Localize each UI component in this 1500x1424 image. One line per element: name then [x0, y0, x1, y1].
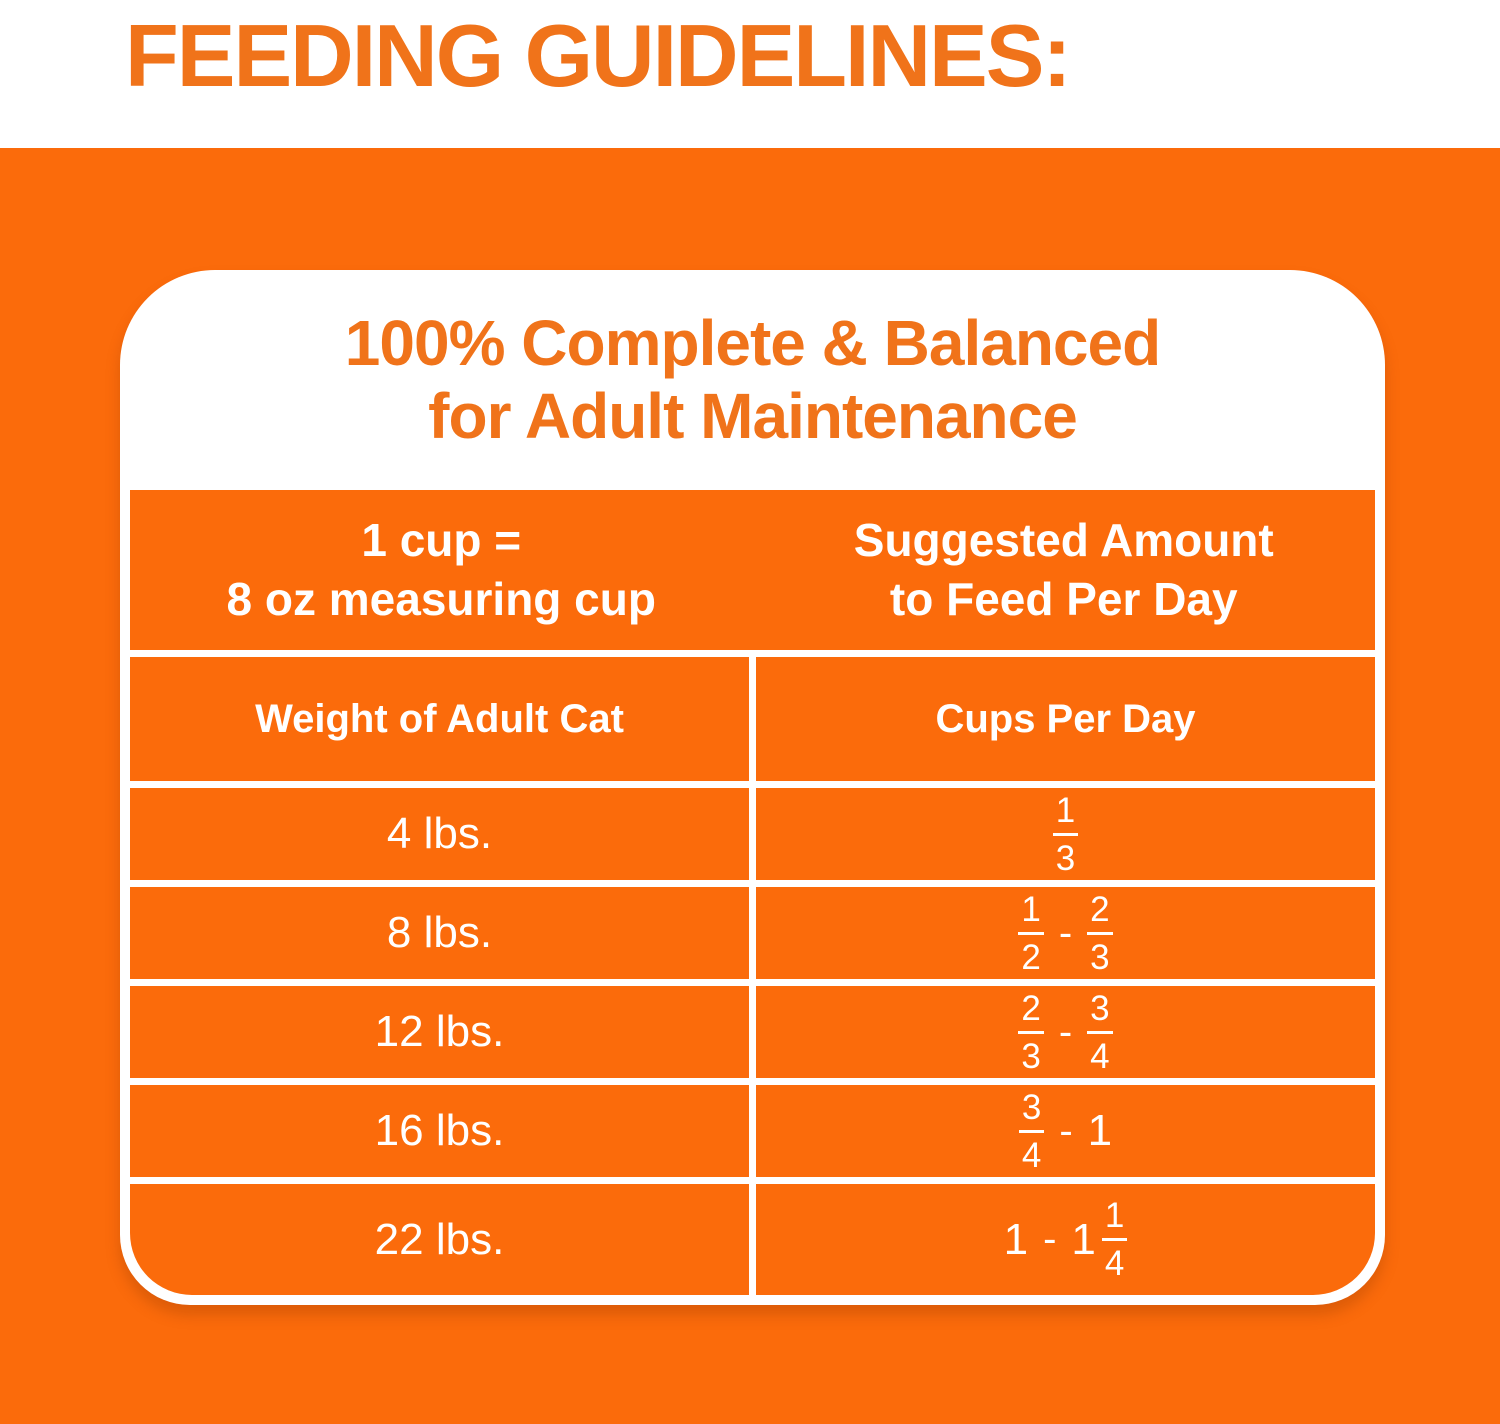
header-cup-definition-line1: 1 cup = [361, 514, 522, 567]
panel-heading: 100% Complete & Balanced for Adult Maint… [130, 270, 1375, 490]
title-strip: FEEDING GUIDELINES: [0, 0, 1500, 148]
range-dash: - [1058, 1009, 1073, 1054]
header-cup-definition-line2: 8 oz measuring cup [226, 573, 656, 625]
weight-cell: 22 lbs. [130, 1184, 749, 1295]
range-dash: - [1043, 1217, 1057, 1261]
header-suggested-amount-line1: Suggested Amount [853, 514, 1274, 567]
header-suggested-amount-line2: to Feed Per Day [889, 573, 1238, 625]
header-cup-definition: 1 cup = 8 oz measuring cup [130, 490, 753, 650]
panel-heading-line1: 100% Complete & Balanced [344, 307, 1161, 380]
whole-number-value: 1 [1071, 1214, 1096, 1264]
weight-cell: 8 lbs. [130, 887, 749, 979]
guidelines-panel: 100% Complete & Balanced for Adult Maint… [120, 270, 1385, 1305]
panel-heading-line2: for Adult Maintenance [428, 380, 1078, 452]
range-dash: - [1058, 910, 1073, 955]
whole-number-value: 1 [1087, 1106, 1113, 1155]
weight-cell: 4 lbs. [130, 788, 749, 880]
whole-number-value: 1 [1003, 1214, 1029, 1264]
range-dash: - [1059, 1108, 1073, 1153]
table-header-row: 1 cup = 8 oz measuring cup Suggested Amo… [130, 490, 1375, 650]
header-suggested-amount: Suggested Amount to Feed Per Day [753, 490, 1376, 650]
feeding-table: 1 cup = 8 oz measuring cup Suggested Amo… [130, 490, 1375, 1295]
column-header-cups: Cups Per Day [756, 657, 1375, 781]
orange-background: 100% Complete & Balanced for Adult Maint… [0, 148, 1500, 1424]
page-title: FEEDING GUIDELINES: [125, 6, 1072, 105]
weight-cell: 16 lbs. [130, 1085, 749, 1177]
weight-cell: 12 lbs. [130, 986, 749, 1078]
column-header-weight: Weight of Adult Cat [130, 657, 749, 781]
